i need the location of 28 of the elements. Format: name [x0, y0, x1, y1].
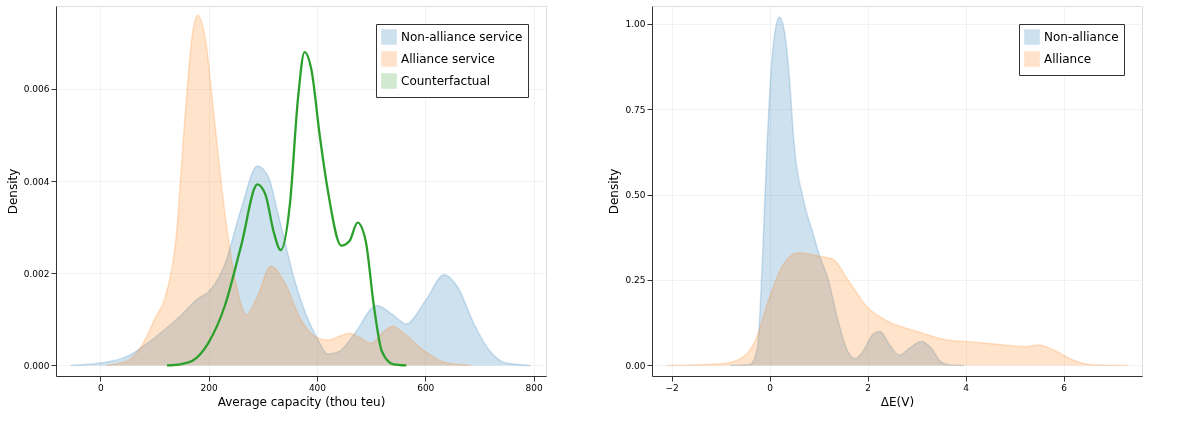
legend-label: Non-alliance: [1044, 30, 1119, 44]
x-tick-label: 400: [308, 382, 327, 393]
y-tick-label: 0.00: [625, 360, 646, 371]
legend-label: Alliance: [1044, 52, 1092, 66]
y-tick-label: 0.000: [23, 360, 50, 371]
y-tick-label: 0.004: [23, 176, 50, 187]
y-tick-label: 0.002: [23, 268, 50, 279]
y-tick-label: 0.25: [625, 275, 646, 286]
legend-label: Counterfactual: [401, 74, 491, 88]
legend-label: Non-alliance service: [401, 30, 523, 44]
y-tick-label: 1.00: [625, 19, 646, 30]
x-tick-label: 200: [200, 382, 219, 393]
x-axis-title: Average capacity (thou teu): [217, 394, 386, 409]
y-tick-label: 0.006: [23, 84, 50, 95]
y-tick-label: 0.75: [625, 104, 646, 115]
x-tick-label: 0: [98, 382, 105, 393]
x-tick-label: 4: [963, 382, 970, 393]
y-tick-label: 0.50: [625, 190, 646, 201]
x-tick-label: 2: [865, 382, 871, 393]
x-tick-label: −2: [665, 382, 679, 393]
y-axis-title: Density: [607, 168, 622, 215]
x-tick-label: 600: [417, 382, 435, 393]
x-tick-label: 0: [767, 382, 774, 393]
x-axis-title: ΔE(V): [880, 394, 915, 409]
x-tick-label: 6: [1061, 382, 1068, 393]
y-axis-title: Density: [5, 168, 20, 215]
legend-label: Alliance service: [401, 52, 495, 66]
x-tick-label: 800: [525, 382, 543, 393]
